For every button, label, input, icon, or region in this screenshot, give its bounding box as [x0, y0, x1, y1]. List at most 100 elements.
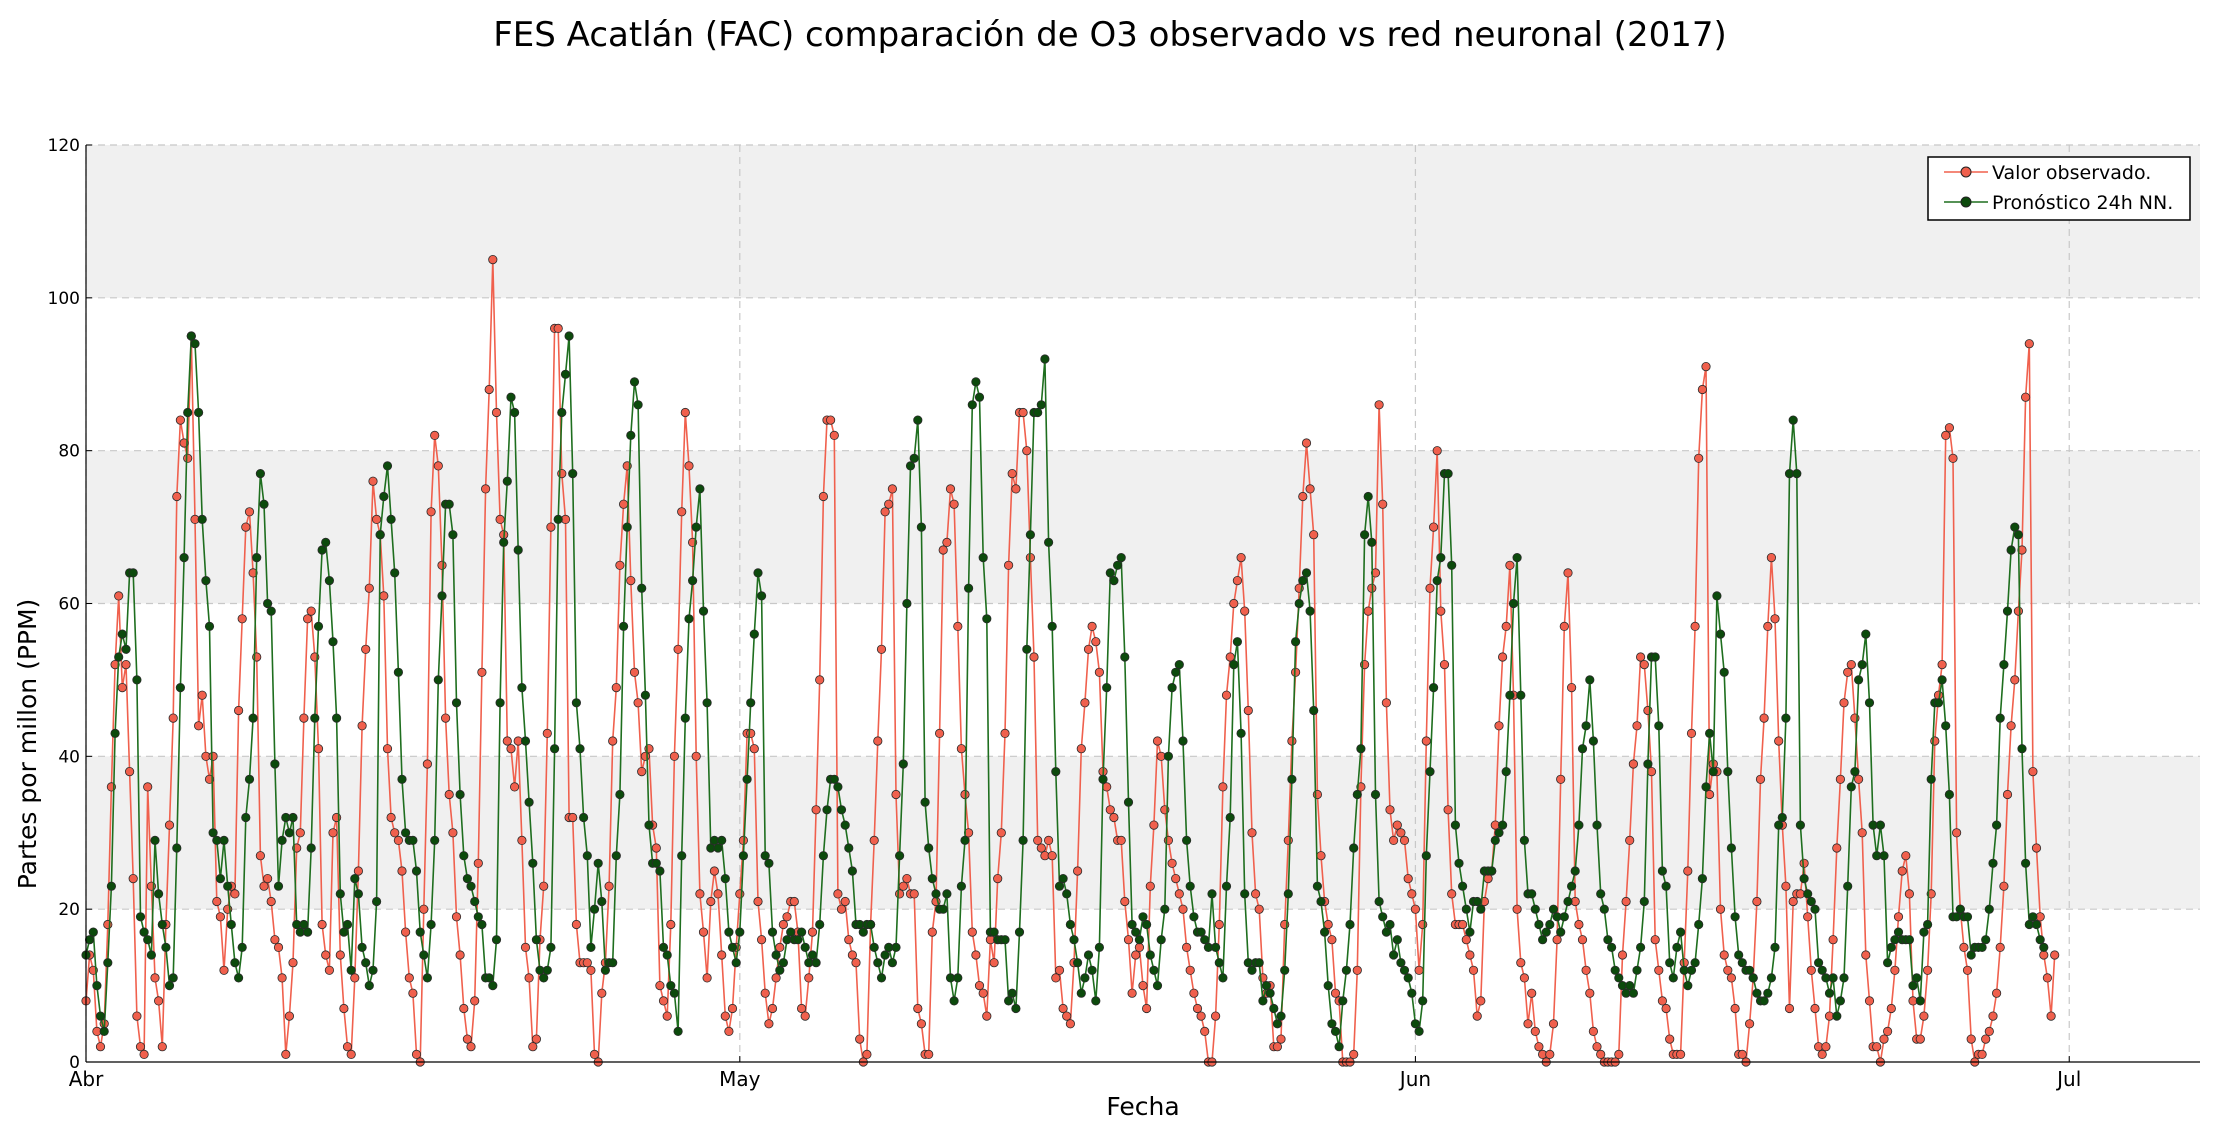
point-0-361 — [1392, 820, 1402, 830]
point-1-204 — [822, 805, 832, 815]
point-1-503 — [1908, 980, 1918, 991]
point-1-442 — [1686, 965, 1697, 975]
point-1-462 — [1759, 996, 1769, 1006]
point-0-191 — [775, 942, 785, 953]
point-1-513 — [1944, 789, 1955, 800]
point-0-203 — [818, 491, 829, 502]
point-0-201 — [811, 805, 821, 815]
point-0-332 — [1287, 736, 1297, 746]
point-1-395 — [1516, 690, 1526, 700]
point-1-211 — [847, 866, 858, 876]
point-0-287 — [1123, 935, 1134, 945]
point-0-95 — [426, 507, 436, 517]
point-0-250 — [989, 958, 999, 968]
point-1-429 — [1639, 896, 1649, 907]
point-0-530 — [2006, 721, 2016, 731]
point-1-276 — [1083, 950, 1094, 960]
point-0-302 — [1178, 904, 1188, 914]
x-axis-label: Fecha — [1106, 1092, 1179, 1121]
point-1-56 — [284, 828, 294, 838]
point-1-242 — [960, 835, 970, 846]
point-0-439 — [1676, 1049, 1686, 1060]
point-1-380 — [1461, 904, 1471, 914]
point-1-341 — [1320, 927, 1330, 937]
point-1-495 — [1879, 851, 1889, 861]
point-1-116 — [502, 476, 512, 486]
point-0-87 — [397, 866, 407, 876]
point-1-299 — [1167, 682, 1177, 693]
point-1-126 — [539, 973, 549, 983]
point-0-489 — [1857, 828, 1867, 838]
point-0-254 — [1003, 560, 1014, 570]
point-1-359 — [1385, 919, 1395, 930]
point-0-103 — [455, 950, 465, 960]
point-1-465 — [1770, 942, 1780, 953]
point-1-381 — [1465, 927, 1475, 937]
point-1-438 — [1672, 942, 1682, 953]
point-1-178 — [727, 942, 738, 953]
point-1-480 — [1824, 988, 1835, 998]
point-1-214 — [858, 927, 868, 937]
point-1-67 — [324, 575, 334, 586]
point-0-340 — [1316, 851, 1326, 861]
point-1-288 — [1127, 919, 1137, 930]
point-1-248 — [982, 614, 992, 624]
point-0-416 — [1592, 1042, 1602, 1052]
point-1-222 — [887, 958, 898, 968]
point-0-99 — [440, 713, 451, 723]
point-0-509 — [1930, 736, 1940, 746]
point-1-224 — [894, 851, 905, 861]
legend-label-forecast: Pronóstico 24h NN. — [1992, 192, 2173, 214]
point-1-100 — [444, 499, 454, 509]
point-1-437 — [1668, 973, 1678, 983]
point-0-98 — [437, 560, 447, 570]
point-1-203 — [818, 851, 829, 861]
point-1-30 — [190, 339, 200, 349]
point-1-301 — [1174, 659, 1184, 670]
point-0-107 — [470, 996, 480, 1006]
point-1-507 — [1923, 919, 1933, 930]
point-0-124 — [531, 1034, 542, 1044]
point-0-82 — [379, 591, 389, 601]
point-0-76 — [357, 721, 367, 731]
point-1-208 — [836, 805, 847, 815]
legend-marker-observed — [1960, 166, 1972, 178]
series-layer — [81, 255, 2060, 1067]
point-0-163 — [673, 644, 683, 654]
point-1-127 — [542, 965, 552, 975]
point-0-355 — [1370, 568, 1381, 578]
point-1-488 — [1854, 675, 1864, 685]
point-1-69 — [331, 713, 342, 723]
point-1-410 — [1570, 866, 1580, 876]
point-0-60 — [299, 713, 309, 723]
point-0-464 — [1766, 552, 1777, 563]
point-1-107 — [470, 896, 480, 907]
ytick-label-100: 100 — [48, 289, 80, 309]
point-0-522 — [1977, 1049, 1987, 1060]
point-0-323 — [1254, 904, 1264, 914]
point-1-346 — [1338, 996, 1348, 1006]
point-1-317 — [1232, 637, 1243, 647]
point-0-288 — [1127, 988, 1137, 998]
point-1-267 — [1051, 766, 1061, 777]
point-0-517 — [1959, 942, 1969, 953]
point-1-139 — [586, 942, 596, 953]
point-1-147 — [615, 789, 625, 800]
point-0-329 — [1276, 1034, 1286, 1044]
point-0-422 — [1614, 1049, 1624, 1060]
point-0-233 — [927, 927, 937, 937]
point-1-158 — [655, 866, 665, 876]
point-1-475 — [1806, 896, 1816, 907]
point-1-262 — [1033, 407, 1043, 418]
point-0-307 — [1196, 1011, 1206, 1021]
point-0-397 — [1523, 1019, 1533, 1029]
point-1-226 — [902, 598, 912, 609]
point-0-541 — [2046, 1011, 2056, 1021]
point-0-278 — [1091, 637, 1101, 647]
point-1-164 — [677, 851, 687, 861]
point-0-360 — [1389, 835, 1399, 846]
point-0-116 — [502, 736, 512, 746]
point-0-20 — [154, 996, 164, 1006]
point-0-255 — [1007, 468, 1017, 479]
point-1-272 — [1069, 935, 1079, 945]
